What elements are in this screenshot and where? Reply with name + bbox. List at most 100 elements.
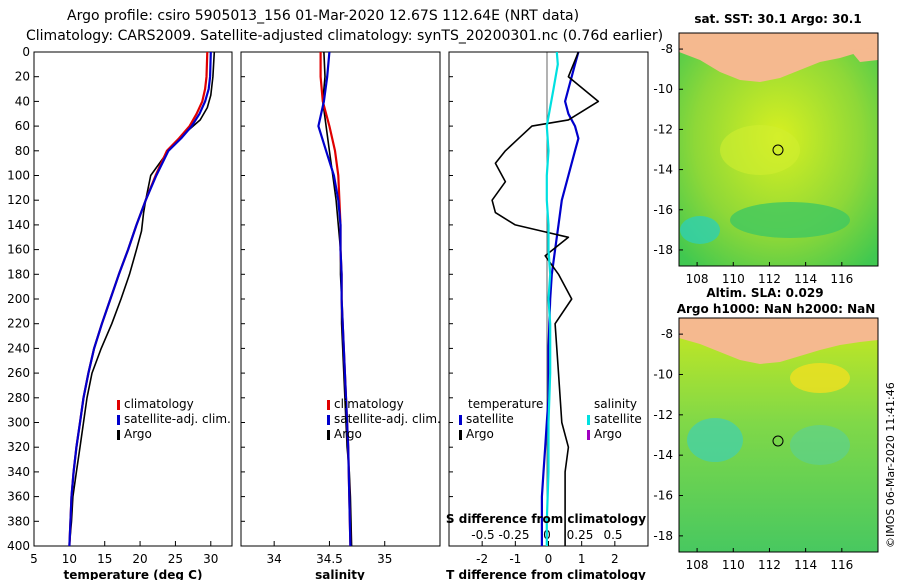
legend-temperature: climatology satellite-adj. clim. Argo <box>117 397 231 441</box>
series-line-climatology <box>319 52 352 546</box>
legend-label-argo: Argo <box>124 427 152 441</box>
depth-tick-label: 220 <box>7 317 30 331</box>
map-y-tick-label: -12 <box>653 122 673 136</box>
sst-cyan-patch <box>680 216 720 244</box>
depth-tick-label: 360 <box>7 490 30 504</box>
legend-label-satellite: satellite-adj. clim. <box>124 412 231 426</box>
series-line-t-satellite <box>540 52 580 546</box>
sst-map-frame <box>678 32 879 267</box>
x-tick-label: 2 <box>611 552 619 566</box>
legend-title-salinity: salinity <box>594 397 637 411</box>
depth-tick-label: 400 <box>7 539 30 553</box>
depth-tick-label: 180 <box>7 267 30 281</box>
s-diff-tick-label: 0.5 <box>603 528 622 542</box>
map-x-tick-label: 116 <box>830 272 853 286</box>
legend-swatch-argo <box>327 430 330 440</box>
sst-map-ticks: 108 110 112 114 116 -8 -10 -12 -14 -16 -18 <box>653 42 853 286</box>
depth-tick-label: 120 <box>7 193 30 207</box>
map-x-tick-label: 114 <box>794 558 817 572</box>
x-tick-label: 34 <box>267 552 282 566</box>
map-x-tick-label: 108 <box>686 272 709 286</box>
sst-land-java <box>679 33 878 82</box>
map-y-tick-label: -8 <box>661 327 673 341</box>
s-difference-label: S difference from climatology <box>446 512 646 526</box>
sla-map-subtitle: Argo h1000: NaN h2000: NaN <box>677 302 876 316</box>
x-tick-label: -2 <box>476 552 488 566</box>
legend-label-climatology: climatology <box>124 397 194 411</box>
map-y-tick-label: -18 <box>653 243 673 257</box>
map-y-tick-label: -10 <box>653 82 673 96</box>
x-tick-label: 34.5 <box>316 552 343 566</box>
legend-swatch-t-argo <box>459 430 462 440</box>
temperature-xlabel: temperature (deg C) <box>64 568 203 580</box>
legend-swatch-s-argo <box>587 430 590 440</box>
sla-map-frame <box>678 317 879 553</box>
x-tick-label: 10 <box>62 552 77 566</box>
salinity-series <box>317 52 353 546</box>
x-tick-label: 0 <box>545 552 553 566</box>
legend-label-s-argo: Argo <box>594 427 622 441</box>
depth-tick-label: 320 <box>7 440 30 454</box>
legend-label-argo: Argo <box>334 427 362 441</box>
x-tick-label: 35 <box>377 552 392 566</box>
depth-tick-label: 240 <box>7 341 30 355</box>
map-x-tick-label: 110 <box>722 558 745 572</box>
s-diff-tick-label: -0.5 <box>471 528 494 542</box>
map-y-tick-label: -10 <box>653 367 673 381</box>
series-line-climatology <box>68 52 209 546</box>
depth-tick-label: 140 <box>7 218 30 232</box>
difference-xlabel: T difference from climatology <box>446 568 646 580</box>
map-y-tick-label: -16 <box>653 203 673 217</box>
series-line-t-argo <box>491 52 600 546</box>
depth-axis: 0 20 40 60 80 100 120 140 160 180 200 220 240 260 280 3… <box>7 45 453 553</box>
x-tick-label: 5 <box>30 552 38 566</box>
sla-low-east <box>790 425 850 465</box>
map-y-tick-label: -18 <box>653 529 673 543</box>
s-diff-tick-label: -0.25 <box>498 528 529 542</box>
legend-label-climatology: climatology <box>334 397 404 411</box>
map-y-tick-label: -14 <box>653 163 673 177</box>
depth-tick-label: 340 <box>7 465 30 479</box>
map-y-tick-label: -16 <box>653 489 673 503</box>
legend-label-t-argo: Argo <box>466 427 494 441</box>
sla-map-title: Altim. SLA: 0.029 <box>706 286 823 300</box>
temperature-series <box>68 52 216 546</box>
map-x-tick-label: 112 <box>758 272 781 286</box>
sst-warm-patch <box>720 125 800 175</box>
series-line-satellite-adj-clim- <box>68 52 212 546</box>
map-y-tick-label: -8 <box>661 42 673 56</box>
series-line-s-satellite <box>545 52 559 546</box>
depth-tick-label: 260 <box>7 366 30 380</box>
depth-tick-label: 80 <box>15 144 30 158</box>
depth-tick-label: 60 <box>15 119 30 133</box>
x-tick-label: 20 <box>132 552 147 566</box>
series-line-satellite-adj-clim- <box>317 52 352 546</box>
map-x-tick-label: 116 <box>830 558 853 572</box>
x-tick-label: 15 <box>97 552 112 566</box>
map-x-tick-label: 114 <box>794 272 817 286</box>
temperature-x-axis: 5 10 15 20 25 30 <box>30 541 218 566</box>
panel-temperature-frame <box>33 51 233 547</box>
legend-label-t-satellite: satellite <box>466 412 514 426</box>
s-diff-tick-label: 0.25 <box>567 528 594 542</box>
sst-map <box>679 33 878 266</box>
sst-land-bali <box>850 48 878 62</box>
legend-label-s-satellite: satellite <box>594 412 642 426</box>
sla-low-west <box>687 418 743 462</box>
depth-tick-label: 380 <box>7 514 30 528</box>
map-y-tick-label: -12 <box>653 408 673 422</box>
series-line-argo <box>321 52 353 546</box>
title-line1: Argo profile: csiro 5905013_156 01-Mar-2… <box>67 8 579 24</box>
sla-map <box>679 318 878 552</box>
difference-x-axis: -2 -1 0 1 2 <box>476 541 619 566</box>
map-x-tick-label: 112 <box>758 558 781 572</box>
legend-difference: temperature satellite Argo salinity sate… <box>459 397 642 441</box>
legend-title-temperature: temperature <box>468 397 543 411</box>
legend-swatch-satellite <box>327 415 330 425</box>
credit: ©IMOS 06-Mar-2020 11:41:46 <box>884 382 897 548</box>
depth-tick-label: 0 <box>22 45 30 59</box>
depth-tick-label: 300 <box>7 416 30 430</box>
x-tick-label: 30 <box>203 552 218 566</box>
difference-series <box>491 52 600 546</box>
